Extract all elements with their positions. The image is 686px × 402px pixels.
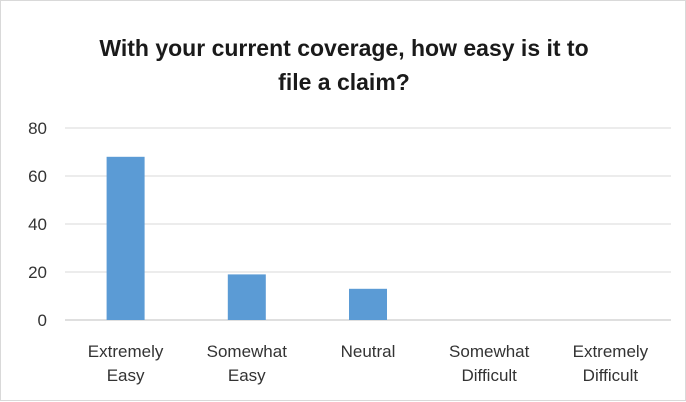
- x-category-label-line: Extremely: [573, 342, 649, 361]
- bar-1: [227, 274, 266, 320]
- x-category-label: Neutral: [341, 342, 396, 361]
- chart-title-line: file a claim?: [278, 69, 410, 95]
- y-tick-label: 0: [38, 311, 47, 330]
- x-category-label: Somewhat Difficult: [449, 342, 530, 385]
- y-tick-label: 60: [28, 167, 47, 186]
- x-category-label-line: Easy: [107, 366, 145, 385]
- x-category-label-line: Neutral: [341, 342, 396, 361]
- y-tick-label: 40: [28, 215, 47, 234]
- x-category-label: Extremely Difficult: [573, 342, 649, 385]
- y-tick-label: 20: [28, 263, 47, 282]
- chart-title-line: With your current coverage, how easy is …: [99, 35, 589, 61]
- x-category-label-line: Somewhat: [207, 342, 288, 361]
- bar-2: [349, 288, 387, 320]
- bar-0: [106, 156, 145, 320]
- x-category-label-line: Easy: [228, 366, 266, 385]
- y-tick-label: 80: [28, 119, 47, 138]
- x-category-label-line: Somewhat: [449, 342, 530, 361]
- x-category-label: Extremely Easy: [88, 342, 164, 385]
- x-category-label-line: Difficult: [461, 366, 517, 385]
- x-category-label-line: Extremely: [88, 342, 164, 361]
- x-category-label-line: Difficult: [583, 366, 639, 385]
- x-category-label: Somewhat Easy: [207, 342, 288, 385]
- chart-title: With your current coverage, how easy is …: [1, 31, 686, 99]
